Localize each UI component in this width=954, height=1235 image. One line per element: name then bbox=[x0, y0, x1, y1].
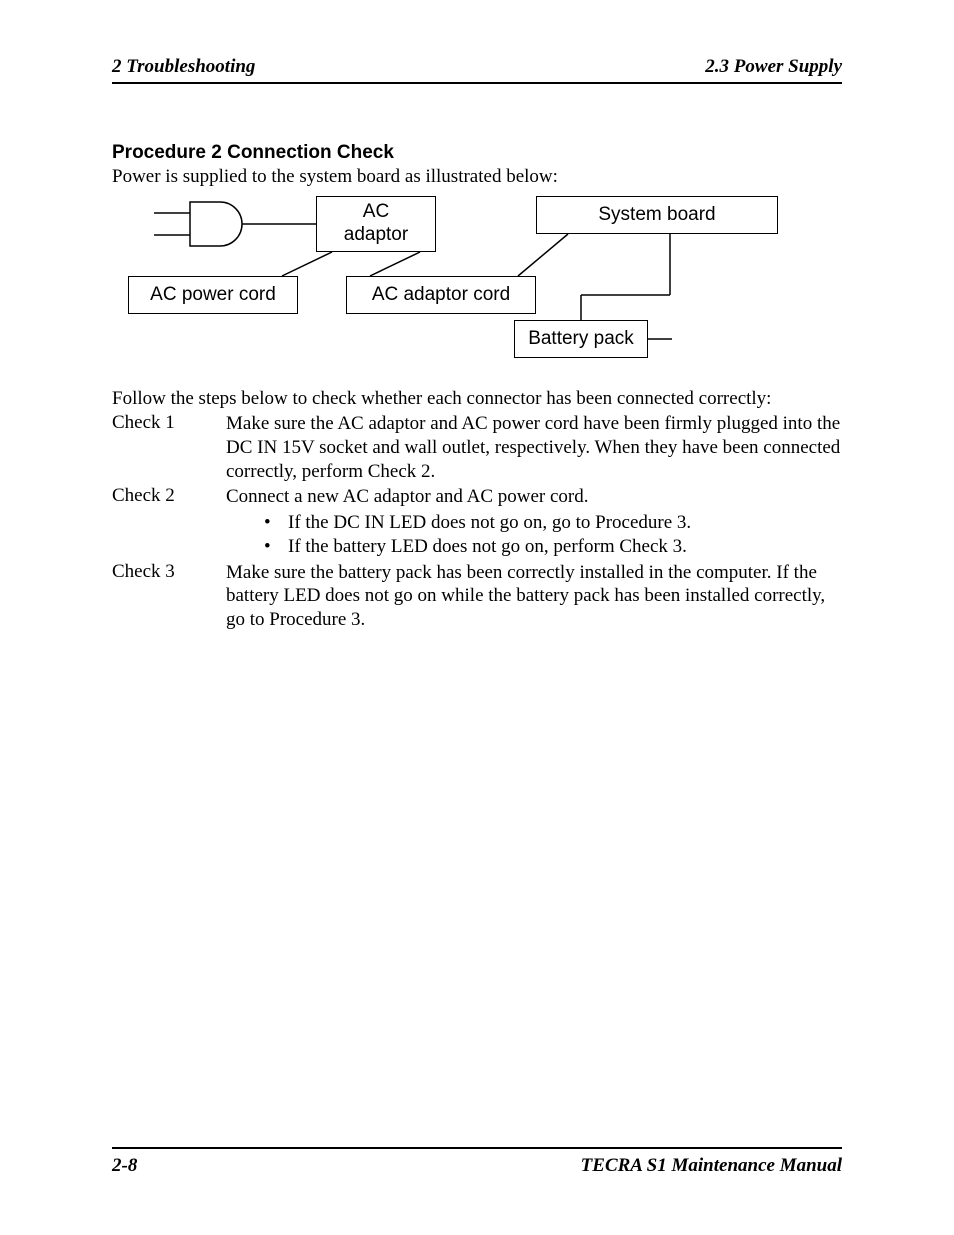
check-body: Make sure the AC adaptor and AC power co… bbox=[226, 412, 842, 483]
page-footer: 2-8 TECRA S1 Maintenance Manual bbox=[112, 1147, 842, 1177]
node-battery-pack: Battery pack bbox=[514, 320, 648, 358]
page-header: 2 Troubleshooting 2.3 Power Supply bbox=[112, 56, 842, 84]
check-row: Check 1Make sure the AC adaptor and AC p… bbox=[112, 412, 842, 483]
procedure-title: Procedure 2 Connection Check bbox=[112, 142, 842, 164]
bullet-item: If the battery LED does not go on, perfo… bbox=[264, 535, 842, 559]
connection-diagram: AC adaptor System board AC power cord AC… bbox=[116, 192, 836, 362]
node-label: AC adaptor cord bbox=[372, 284, 510, 307]
checks-list: Check 1Make sure the AC adaptor and AC p… bbox=[112, 412, 842, 632]
check-body: Connect a new AC adaptor and AC power co… bbox=[226, 485, 842, 509]
procedure-intro: Power is supplied to the system board as… bbox=[112, 166, 842, 188]
check-body: Make sure the battery pack has been corr… bbox=[226, 561, 842, 632]
bullet-item: If the DC IN LED does not go on, go to P… bbox=[264, 511, 842, 535]
check-row: Check 3Make sure the battery pack has be… bbox=[112, 561, 842, 632]
footer-right: TECRA S1 Maintenance Manual bbox=[581, 1155, 842, 1177]
node-system-board: System board bbox=[536, 196, 778, 234]
node-ac-adaptor-cord: AC adaptor cord bbox=[346, 276, 536, 314]
node-label: AC power cord bbox=[150, 284, 276, 307]
check-bullets-row: If the DC IN LED does not go on, go to P… bbox=[112, 511, 842, 559]
follow-text: Follow the steps below to check whether … bbox=[112, 388, 842, 410]
node-label: AC adaptor bbox=[344, 201, 408, 247]
node-label: System board bbox=[598, 204, 715, 227]
node-ac-adaptor: AC adaptor bbox=[316, 196, 436, 252]
check-label: Check 3 bbox=[112, 561, 226, 632]
node-label: Battery pack bbox=[528, 328, 634, 351]
footer-left: 2-8 bbox=[112, 1155, 137, 1177]
node-ac-power-cord: AC power cord bbox=[128, 276, 298, 314]
header-right: 2.3 Power Supply bbox=[705, 56, 842, 78]
check-label: Check 2 bbox=[112, 485, 226, 509]
check-row: Check 2Connect a new AC adaptor and AC p… bbox=[112, 485, 842, 509]
bullet-list: If the DC IN LED does not go on, go to P… bbox=[226, 511, 842, 559]
check-label: Check 1 bbox=[112, 412, 226, 483]
header-left: 2 Troubleshooting bbox=[112, 56, 255, 78]
